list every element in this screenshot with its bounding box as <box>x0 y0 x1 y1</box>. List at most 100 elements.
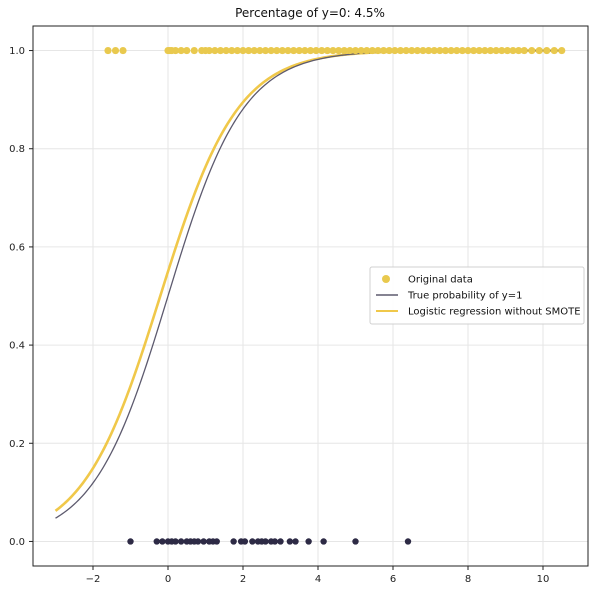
data-point-y1 <box>183 46 191 55</box>
y-axis: 0.0 0.2 0.4 0.6 0.8 1.0 <box>9 46 33 548</box>
data-point-y1 <box>261 46 270 55</box>
data-point-y1 <box>447 46 455 55</box>
data-point-y1 <box>216 46 225 55</box>
data-point-y0 <box>172 538 179 545</box>
data-point-y1 <box>306 46 315 55</box>
data-point-y1 <box>402 46 410 55</box>
y-tick-label: 0.6 <box>9 242 25 253</box>
y-tick-label: 0.0 <box>9 537 25 548</box>
data-point-y0 <box>320 538 327 545</box>
legend-label-original-data: Original data <box>408 275 473 286</box>
data-point-y1 <box>413 46 421 55</box>
data-point-y1 <box>278 46 286 55</box>
data-point-y1 <box>329 46 337 55</box>
data-point-y1 <box>104 46 112 55</box>
data-point-y1 <box>177 46 185 55</box>
data-point-y1 <box>351 46 360 55</box>
data-point-y1 <box>340 46 348 55</box>
x-tick-label: 4 <box>315 574 321 585</box>
data-point-y0 <box>153 538 160 545</box>
data-point-y0 <box>127 538 134 545</box>
data-point-y1 <box>323 46 331 55</box>
data-point-y1 <box>453 46 461 55</box>
data-point-y0 <box>230 538 237 545</box>
data-point-y1 <box>273 46 281 55</box>
legend: Original data True probability of y=1 Lo… <box>369 266 585 325</box>
data-point-y0 <box>404 538 412 545</box>
data-point-y1 <box>374 46 382 55</box>
data-point-y0 <box>352 538 359 545</box>
data-point-y1 <box>528 46 536 55</box>
data-point-y0 <box>159 538 166 545</box>
data-point-y1 <box>211 46 219 55</box>
data-point-y1 <box>256 46 264 55</box>
data-point-y1 <box>475 46 483 55</box>
data-point-y0 <box>194 538 202 545</box>
data-point-y1 <box>380 46 388 55</box>
data-point-y1 <box>425 46 433 55</box>
data-point-y0 <box>177 538 185 545</box>
data-point-y1 <box>301 46 309 55</box>
data-point-y1 <box>111 46 120 55</box>
data-point-y1 <box>119 46 127 55</box>
data-point-y1 <box>290 46 298 55</box>
x-tick-label: 8 <box>465 574 471 585</box>
data-point-y1 <box>396 46 405 55</box>
data-point-y0 <box>277 538 284 545</box>
data-point-y1 <box>228 46 236 55</box>
x-tick-label: 2 <box>240 574 246 585</box>
data-point-y1 <box>318 46 326 55</box>
data-point-y1 <box>441 46 450 55</box>
data-point-y1 <box>492 46 500 55</box>
data-point-y1 <box>267 46 275 55</box>
data-point-y1 <box>498 46 506 55</box>
data-point-y1 <box>346 46 354 55</box>
y-tick-label: 1.0 <box>9 46 25 57</box>
data-point-y1 <box>363 46 371 55</box>
data-point-y1 <box>312 46 320 55</box>
data-point-y1 <box>222 46 230 55</box>
scatter-points <box>104 46 566 545</box>
data-point-y1 <box>503 46 511 55</box>
data-point-y1 <box>543 46 551 55</box>
data-point-y0 <box>262 538 269 545</box>
data-point-y1 <box>385 46 393 55</box>
data-point-y1 <box>470 46 478 55</box>
data-point-y1 <box>233 46 241 55</box>
legend-box <box>369 266 585 325</box>
data-point-y0 <box>305 538 312 545</box>
legend-label-true-probability: True probability of y=1 <box>407 291 522 302</box>
data-point-y1 <box>408 46 416 55</box>
data-point-y1 <box>520 46 528 55</box>
data-point-y1 <box>250 46 258 55</box>
data-point-y1 <box>558 46 566 55</box>
x-tick-label: −2 <box>86 574 101 585</box>
data-point-y1 <box>335 46 343 55</box>
data-point-y1 <box>481 46 489 55</box>
y-tick-label: 0.4 <box>9 341 25 352</box>
data-point-y1 <box>357 46 365 55</box>
x-axis: −2 0 2 4 6 8 10 <box>86 566 550 585</box>
legend-marker-original-data <box>382 275 390 283</box>
x-tick-label: 10 <box>537 574 550 585</box>
data-point-y1 <box>295 46 303 55</box>
x-tick-label: 6 <box>390 574 396 585</box>
data-point-y1 <box>486 46 495 55</box>
data-point-y0 <box>292 538 299 545</box>
plot-frame <box>32 25 589 567</box>
data-point-y1 <box>550 46 558 55</box>
data-point-y1 <box>205 46 213 55</box>
legend-label-logistic-regression: Logistic regression without SMOTE <box>408 307 581 318</box>
data-point-y1 <box>430 46 438 55</box>
data-point-y1 <box>515 46 523 55</box>
data-point-y0 <box>286 538 294 545</box>
data-point-y1 <box>190 46 198 55</box>
data-point-y1 <box>368 46 376 55</box>
data-point-y1 <box>239 46 247 55</box>
data-point-y0 <box>241 538 249 545</box>
data-point-y1 <box>436 46 444 55</box>
data-point-y1 <box>391 46 399 55</box>
y-tick-label: 0.2 <box>9 439 25 450</box>
x-tick-label: 0 <box>165 574 171 585</box>
